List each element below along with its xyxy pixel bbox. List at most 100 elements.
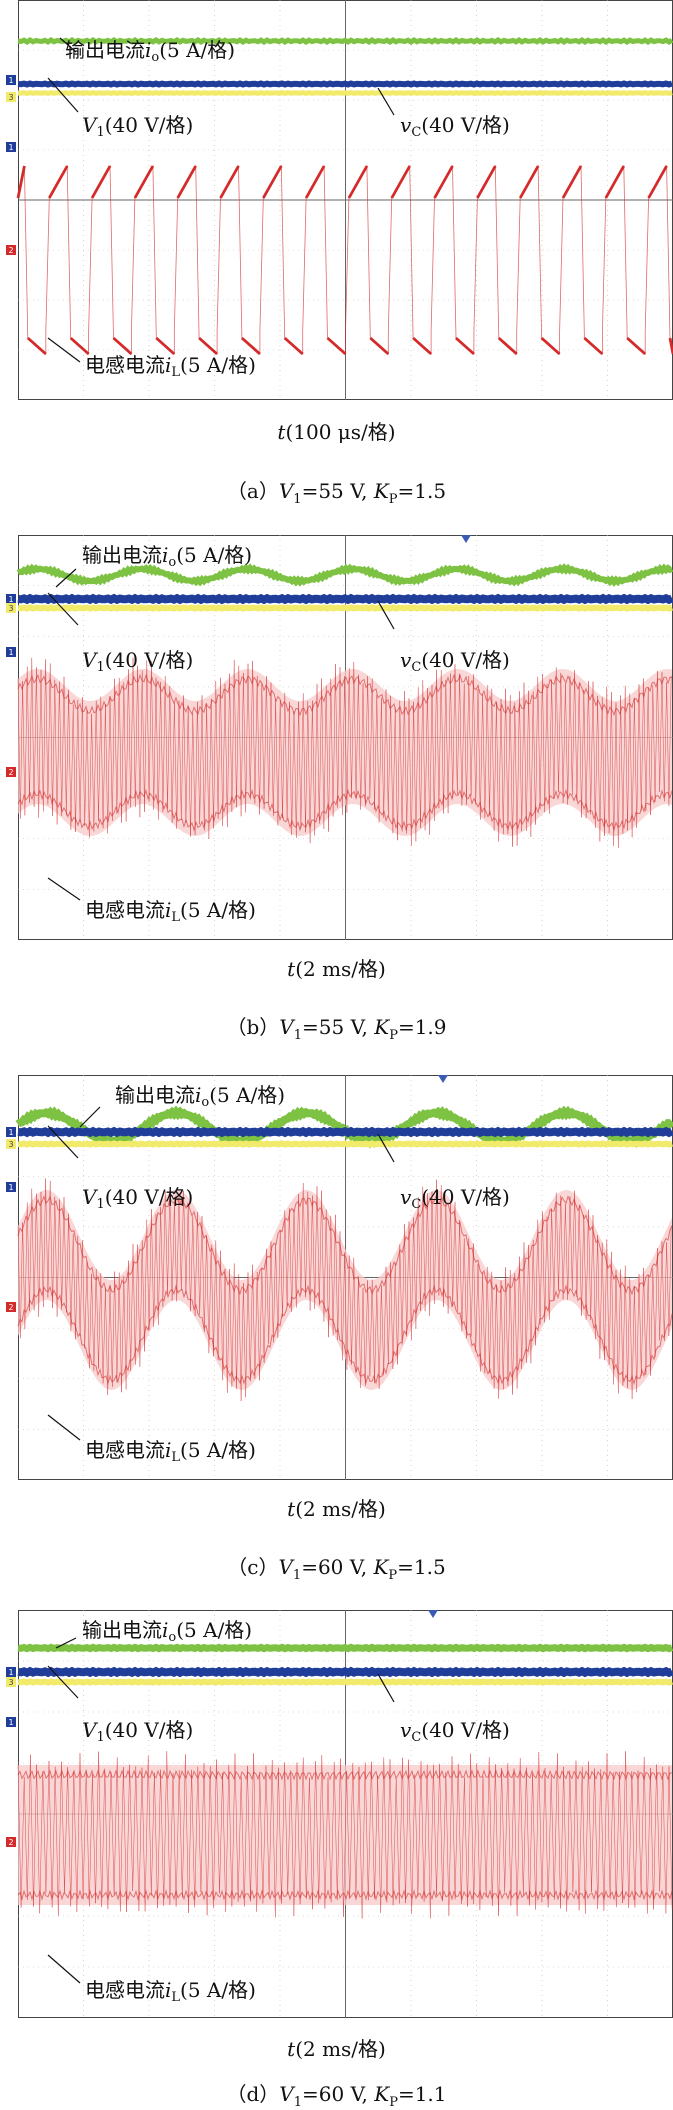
label-vc-b: vC(40 V/格) [400, 648, 510, 675]
channel-marker: 2 [6, 245, 16, 255]
input-voltage-trace [17, 1666, 673, 1678]
svg-text:2: 2 [8, 1303, 13, 1312]
time-axis-label-a: t(100 μs/格) [277, 420, 396, 444]
channel-marker: 3 [6, 1139, 16, 1149]
channel-marker: 3 [6, 1677, 16, 1687]
inductor-current-lower-edge [17, 788, 673, 832]
figure-panel-c: 1 3 1 2 输出电流io(5 A/格) V1(40 V/格) vC(40 V/格)… [0, 1075, 673, 1600]
label-leader-line [47, 1954, 81, 1984]
inductor-current-rise-segment [262, 165, 283, 199]
svg-text:1: 1 [8, 1128, 13, 1137]
svg-text:3: 3 [8, 93, 13, 102]
channel-marker: 2 [6, 1302, 16, 1312]
inductor-current-rise-segment [647, 165, 668, 199]
channel-marker: 1 [6, 647, 16, 657]
input-voltage-trace [17, 593, 673, 605]
waveform-plot-a: 1 3 1 2 [6, 0, 673, 400]
time-axis-label-c: t(2 ms/格) [287, 1497, 386, 1521]
svg-text:3: 3 [8, 604, 13, 613]
label-leader-line [47, 337, 81, 363]
input-voltage-trace [17, 1126, 673, 1138]
label-leader-line [47, 77, 79, 113]
inductor-current-fall-segment [326, 336, 347, 356]
inductor-current-rise-segment [476, 165, 497, 199]
inductor-current-upper-edge [17, 1194, 673, 1296]
svg-text:3: 3 [8, 1678, 13, 1687]
svg-text:1: 1 [8, 143, 13, 152]
label-leader-line [47, 592, 79, 626]
inductor-current-rise-segment [433, 165, 454, 199]
inductor-current-fall-segment [283, 336, 304, 356]
channel-marker: 1 [6, 1667, 16, 1677]
inductor-current-fall-segment [497, 336, 518, 356]
inductor-current-fall-segment [540, 336, 561, 356]
inductor-current-trace [17, 657, 672, 848]
channel-marker: 1 [6, 1717, 16, 1727]
svg-text:3: 3 [8, 1140, 13, 1149]
svg-text:2: 2 [8, 246, 13, 255]
inductor-current-rise-segment [518, 165, 540, 199]
caption-b: （b）V1=55 V, KP=1.9 [226, 1015, 447, 1043]
inductor-current-fall-segment [240, 336, 261, 356]
inductor-current-rise-segment [90, 165, 112, 199]
trigger-marker [461, 535, 471, 543]
svg-text:2: 2 [8, 1838, 13, 1847]
label-leader-line [47, 877, 81, 901]
label-leader-line [59, 37, 77, 53]
label-leader-line [377, 87, 395, 116]
inductor-current-rise-segment [16, 165, 26, 199]
svg-text:1: 1 [8, 595, 13, 604]
capacitor-voltage-trace [17, 1140, 673, 1148]
inductor-current-fall-segment [155, 336, 176, 356]
inductor-current-upper-edge [17, 673, 673, 717]
label-leader-line [79, 1106, 101, 1128]
caption-d: （d）V1=60 V, KP=1.1 [226, 2082, 447, 2110]
inductor-current-fall-segment [455, 336, 475, 356]
inductor-current-fall-segment [583, 336, 604, 356]
channel-marker: 3 [6, 603, 16, 613]
label-io-b: 输出电流io(5 A/格) [82, 543, 253, 570]
trigger-marker [428, 1610, 438, 1618]
input-voltage-trace [17, 80, 673, 88]
label-leader-line [377, 600, 395, 630]
svg-text:2: 2 [8, 768, 13, 777]
label-leader-line [47, 1665, 79, 1699]
label-leader-line [55, 1637, 77, 1649]
inductor-current-trace [17, 1178, 672, 1402]
caption-a: （a）V1=55 V, KP=1.5 [226, 479, 447, 507]
inductor-current-envelope [18, 1190, 672, 1390]
svg-text:1: 1 [8, 648, 13, 657]
label-v1-c: V1(40 V/格) [82, 1185, 194, 1212]
inductor-current-fall-segment [369, 336, 390, 356]
channel-marker: 2 [6, 767, 16, 777]
channel-marker: 2 [6, 1837, 16, 1847]
svg-text:1: 1 [8, 76, 13, 85]
inductor-current-lower-edge [17, 1889, 673, 1901]
output-current-trace [16, 563, 673, 587]
inductor-current-fall-segment [626, 336, 647, 356]
label-il-c: 电感电流iL(5 A/格) [85, 1438, 256, 1465]
svg-text:1: 1 [8, 1718, 13, 1727]
label-leader-line [55, 568, 77, 588]
label-il-b: 电感电流iL(5 A/格) [85, 898, 256, 925]
inductor-current-fall-segment [26, 336, 47, 356]
inductor-current-fall-segment [198, 336, 218, 356]
waveform-plot-c: 1 3 1 2 [6, 1075, 673, 1480]
label-leader-line [377, 1133, 395, 1163]
inductor-current-trace [17, 1751, 673, 1919]
label-io-a: 输出电流io(5 A/格) [65, 38, 236, 65]
label-leader-line [47, 1125, 79, 1159]
label-io-d: 输出电流io(5 A/格) [82, 1618, 253, 1645]
output-current-trace [17, 37, 673, 45]
inductor-current-fall-segment [412, 336, 433, 356]
inductor-current-rise-segment [304, 165, 326, 199]
label-il-a: 电感电流iL(5 A/格) [85, 353, 256, 380]
inductor-current-rise-segment [347, 165, 369, 199]
inductor-current-rise-segment [176, 165, 197, 199]
label-vc-c: vC(40 V/格) [400, 1185, 510, 1212]
label-il-d: 电感电流iL(5 A/格) [85, 1978, 256, 2005]
